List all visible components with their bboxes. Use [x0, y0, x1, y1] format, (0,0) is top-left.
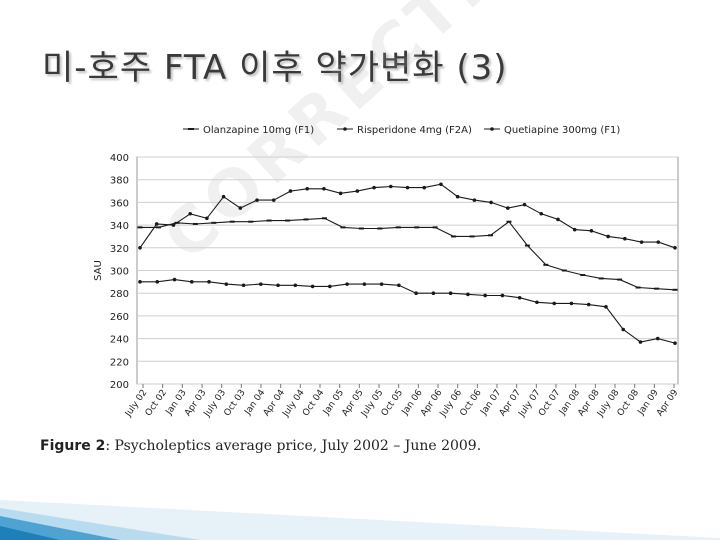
- data-point: [506, 206, 510, 210]
- data-point: [535, 300, 539, 305]
- data-point: [448, 291, 453, 295]
- data-point: [639, 240, 644, 244]
- y-axis-label: SAU: [93, 260, 104, 281]
- data-point: [638, 340, 643, 344]
- legend-marker: [490, 127, 494, 131]
- data-point: [305, 186, 309, 191]
- data-point: [338, 191, 343, 196]
- y-tick-label: 380: [110, 176, 129, 187]
- y-tick-label: 300: [110, 267, 129, 278]
- y-tick-label: 340: [110, 221, 129, 232]
- data-point: [138, 246, 142, 250]
- data-point: [656, 240, 661, 244]
- data-point: [589, 228, 594, 233]
- x-tick-label: Oct 04: [301, 388, 326, 418]
- line-chart: 200220240260280300320340360380400SAUJuly…: [93, 125, 681, 420]
- data-point: [138, 280, 142, 284]
- data-point: [259, 282, 263, 286]
- data-point: [372, 185, 376, 190]
- data-point: [556, 217, 560, 222]
- data-point: [276, 283, 280, 288]
- data-point: [188, 211, 192, 216]
- data-point: [388, 184, 393, 189]
- data-point: [539, 211, 544, 216]
- y-tick-label: 240: [110, 335, 129, 346]
- data-point: [655, 336, 660, 341]
- data-point: [379, 282, 384, 286]
- data-point: [207, 280, 211, 284]
- bottom-decoration: [0, 500, 720, 540]
- data-point: [414, 291, 418, 295]
- data-point: [604, 305, 608, 309]
- data-point: [310, 284, 315, 289]
- data-point: [472, 198, 477, 202]
- data-point: [205, 216, 209, 221]
- data-point: [405, 185, 410, 190]
- data-point: [489, 200, 493, 205]
- data-point: [673, 341, 677, 345]
- data-point: [500, 293, 505, 298]
- data-point: [439, 182, 443, 187]
- data-point: [189, 280, 194, 284]
- data-point: [552, 301, 556, 306]
- slide-title: 미-호주 FTA 이후 약가변화 (3): [42, 48, 508, 88]
- legend-label: Risperidone 4mg (F2A): [357, 125, 472, 136]
- data-point: [517, 295, 522, 300]
- legend-label: Quetiapine 300mg (F1): [504, 125, 620, 136]
- y-tick-label: 320: [110, 244, 129, 255]
- x-tick-label: Oct 06: [458, 388, 483, 418]
- data-point: [355, 189, 360, 193]
- data-point: [586, 302, 591, 307]
- data-point: [293, 283, 298, 288]
- data-point: [271, 198, 276, 202]
- data-point: [397, 283, 401, 288]
- data-point: [328, 284, 332, 289]
- data-point: [288, 189, 293, 193]
- data-point: [606, 234, 610, 239]
- data-point: [171, 223, 176, 227]
- series-line-1: [140, 217, 676, 291]
- data-point: [221, 194, 226, 199]
- series-line-2: [139, 183, 676, 249]
- data-point: [241, 283, 246, 288]
- figure-caption: Figure 2: Psycholeptics average price, J…: [40, 438, 481, 454]
- data-point: [238, 206, 243, 210]
- data-point: [572, 227, 577, 232]
- y-tick-label: 360: [110, 198, 129, 209]
- y-tick-label: 220: [110, 357, 129, 368]
- caption-text: : Psycholeptics average price, July 2002…: [105, 438, 482, 454]
- data-point: [466, 292, 470, 297]
- data-point: [345, 282, 349, 286]
- data-point: [522, 202, 527, 207]
- data-point: [255, 198, 259, 202]
- legend-label: Olanzapine 10mg (F1): [203, 125, 314, 136]
- data-point: [673, 246, 677, 250]
- y-tick-label: 260: [110, 312, 129, 323]
- y-tick-label: 400: [110, 153, 129, 164]
- y-tick-label: 280: [110, 289, 129, 300]
- data-point: [621, 327, 626, 332]
- series-line-3: [140, 279, 676, 344]
- data-point: [155, 280, 160, 284]
- data-point: [172, 277, 177, 282]
- data-point: [569, 301, 574, 306]
- x-tick-label: Oct 08: [616, 388, 641, 418]
- x-tick-label: Apr 09: [655, 388, 680, 418]
- data-point: [154, 222, 159, 226]
- data-point: [224, 282, 229, 286]
- y-tick-label: 200: [110, 380, 129, 391]
- data-point: [362, 282, 367, 286]
- data-point: [623, 236, 627, 241]
- data-point: [483, 293, 487, 298]
- data-point: [431, 291, 436, 295]
- legend-marker: [343, 127, 347, 131]
- data-point: [455, 194, 460, 199]
- data-point: [322, 186, 326, 191]
- figure-label: Figure 2: [40, 438, 106, 454]
- data-point: [422, 185, 427, 190]
